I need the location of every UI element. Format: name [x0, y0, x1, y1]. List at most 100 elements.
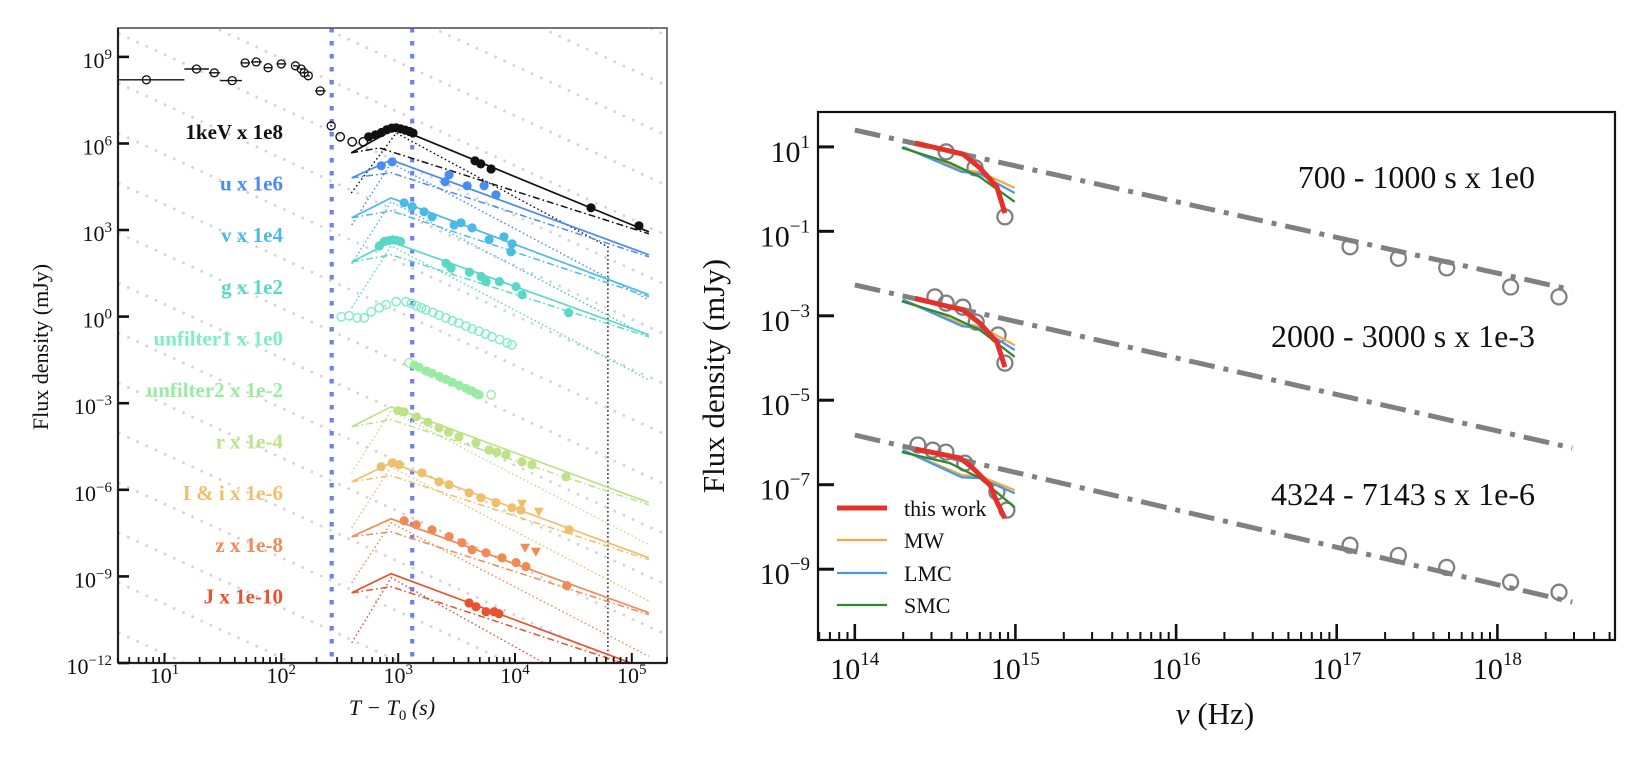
- data-point: [427, 525, 437, 535]
- legend-entry: this work: [837, 496, 987, 521]
- data-point-open: [240, 58, 250, 68]
- series-unfilter1: [336, 296, 517, 350]
- data-point: [561, 472, 571, 482]
- tick-label-exponent: 15: [1021, 649, 1040, 670]
- y-tick-label: 109: [83, 47, 113, 73]
- data-point: [486, 164, 496, 174]
- series-label: I & i x 1e-6: [183, 481, 283, 505]
- tick-label-exponent: 4: [522, 662, 530, 678]
- series-label: unfilter1 x 1e0: [154, 326, 283, 350]
- data-point-open: [358, 136, 369, 147]
- data-point-open: [315, 86, 325, 96]
- series-label: 1keV x 1e8: [185, 120, 283, 144]
- tick-label-exponent: 3: [105, 220, 113, 236]
- tick-label-base: 10: [830, 653, 860, 686]
- data-point: [484, 445, 494, 455]
- data-point-open: [347, 136, 358, 147]
- guide-line: [212, 28, 667, 237]
- data-point: [434, 423, 444, 433]
- tick-label-exponent: −6: [96, 480, 112, 496]
- data-point-open: [335, 131, 346, 142]
- epoch-group: [854, 282, 1573, 451]
- data-point: [376, 161, 386, 171]
- tick-label-exponent: 17: [1342, 649, 1361, 670]
- data-point-open: [1501, 278, 1520, 296]
- legend-label: MW: [904, 528, 945, 553]
- tick-label-base: 10: [150, 663, 172, 688]
- model-line-dotted: [351, 244, 650, 381]
- x-tick-label: 101: [150, 662, 180, 688]
- tick-label-base: 10: [760, 474, 790, 507]
- tick-label-base: 10: [1152, 653, 1182, 686]
- data-point: [494, 277, 504, 287]
- data-point: [484, 235, 494, 245]
- data-point: [427, 212, 437, 222]
- data-point: [444, 480, 454, 490]
- data-point-open: [1438, 558, 1456, 577]
- series-1kev: [118, 57, 650, 663]
- data-point-open: [506, 339, 517, 350]
- data-point: [517, 457, 527, 467]
- data-point: [586, 203, 596, 213]
- series-label: g x 1e2: [221, 275, 283, 299]
- sed-model-line-this-work: [914, 295, 1008, 368]
- upper-limit-marker: [533, 507, 544, 517]
- x-tick-label: 105: [617, 662, 647, 688]
- data-point: [376, 462, 386, 472]
- data-point-open: [366, 306, 376, 317]
- x-axis-label: T − T0 (s): [349, 695, 435, 724]
- data-point-open: [411, 300, 422, 311]
- data-point: [399, 516, 409, 526]
- data-point: [399, 407, 409, 417]
- data-point: [427, 368, 437, 378]
- data-point-open: [263, 63, 273, 73]
- data-point: [434, 477, 444, 487]
- data-point: [479, 181, 489, 191]
- epoch-group: [854, 127, 1573, 306]
- data-point-open: [1501, 573, 1520, 591]
- y-tick-label: 10−3: [74, 393, 112, 419]
- x-axis-label-subscript: 0: [399, 708, 407, 724]
- data-point: [408, 128, 418, 138]
- data-point: [467, 223, 477, 233]
- data-point: [464, 488, 474, 498]
- series-u: [351, 157, 650, 301]
- data-point: [481, 607, 491, 617]
- tick-label-base: 10: [83, 221, 105, 246]
- tick-label-exponent: 16: [1182, 649, 1201, 670]
- tick-label-base: 10: [771, 136, 801, 169]
- series-g: [351, 235, 650, 381]
- data-point: [440, 177, 450, 187]
- y-tick-label: 101: [771, 132, 811, 169]
- x-axis-label-symbol: ν: [1176, 696, 1190, 731]
- legend-entry: SMC: [837, 593, 950, 618]
- model-line-solid: [351, 405, 650, 504]
- data-point: [491, 498, 501, 508]
- data-point: [444, 532, 454, 542]
- data-point-open: [461, 321, 471, 331]
- data-point-open: [401, 296, 411, 307]
- tick-label-base: 10: [760, 305, 790, 338]
- x-tick-label: 1014: [830, 649, 880, 686]
- y-tick-label: 10−6: [74, 480, 112, 506]
- tick-label-base: 10: [74, 567, 96, 592]
- data-point-open: [391, 296, 402, 307]
- data-point: [481, 277, 491, 287]
- x-axis-label: ν (Hz): [1176, 696, 1254, 731]
- data-point-open: [227, 75, 237, 86]
- data-point-open: [352, 312, 363, 323]
- model-line-dotted: [351, 576, 545, 663]
- y-tick-label: 10−1: [760, 216, 810, 253]
- tick-label-exponent: −9: [96, 566, 112, 582]
- data-point: [394, 460, 404, 470]
- sed-model-line-lmc: [902, 449, 1016, 495]
- plot-area: [854, 127, 1573, 605]
- y-tick-label: 10−5: [760, 385, 810, 422]
- data-point-open: [251, 57, 261, 67]
- model-line-dotted: [351, 521, 650, 657]
- y-tick-label: 100: [83, 307, 113, 333]
- data-point: [399, 198, 409, 208]
- tick-label-base: 10: [617, 663, 639, 688]
- series-z: [351, 516, 650, 657]
- model-line-dashdot: [351, 254, 650, 338]
